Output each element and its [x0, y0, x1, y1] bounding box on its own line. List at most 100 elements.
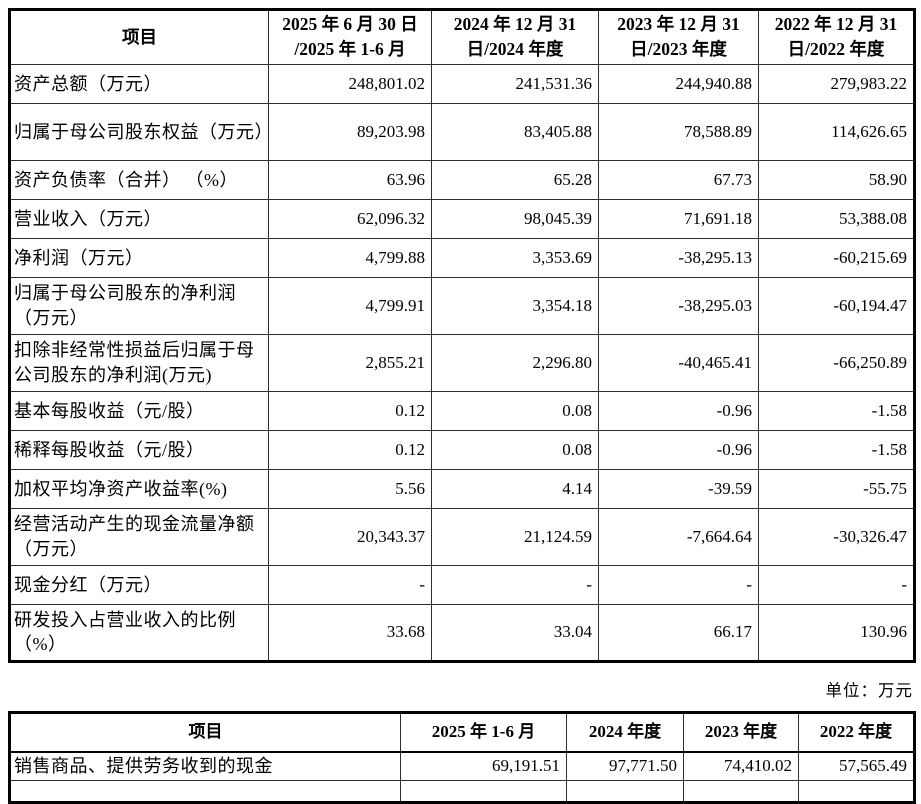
value-cell: 69,191.51	[400, 751, 567, 781]
value-cell: -60,215.69	[758, 237, 915, 278]
header-period-2023: 2023 年 12 月 31 日/2023 年度	[598, 9, 759, 65]
header-line: 2022 年度	[819, 721, 893, 741]
header-period-2022: 2022 年度	[798, 712, 915, 753]
value-cell: -1.58	[758, 390, 915, 431]
table-row: 加权平均净资产收益率(%) 5.56 4.14 -39.59 -55.75	[9, 468, 915, 509]
row-label-cell: 扣除非经常性损益后归属于母公司股东的净利润(万元)	[9, 333, 269, 392]
value-cell: 5.56	[268, 468, 432, 509]
table-row: 销售商品、提供劳务收到的现金 69,191.51 97,771.50 74,41…	[9, 751, 915, 781]
table-row: 营业收入（万元） 62,096.32 98,045.39 71,691.18 5…	[9, 198, 915, 239]
header-line: 日/2024 年度	[466, 39, 564, 60]
table-row: 归属于母公司股东权益（万元） 89,203.98 83,405.88 78,58…	[9, 102, 915, 161]
header-item: 项目	[9, 712, 401, 753]
row-label-cell: 稀释每股收益（元/股）	[9, 429, 269, 470]
table-row: 稀释每股收益（元/股） 0.12 0.08 -0.96 -1.58	[9, 429, 915, 470]
value-cell: -66,250.89	[758, 333, 915, 392]
value-cell: -	[598, 564, 759, 605]
value-cell: 97,771.50	[566, 751, 684, 781]
value-cell: -38,295.03	[598, 276, 759, 335]
value-cell: -	[431, 564, 599, 605]
header-period-2025: 2025 年 6 月 30 日 /2025 年 1-6 月	[268, 9, 432, 65]
value-cell: 130.96	[758, 603, 915, 662]
header-period-2023: 2023 年度	[683, 712, 799, 753]
value-cell: 0.08	[431, 429, 599, 470]
row-label-cell: 现金分红（万元）	[9, 564, 269, 605]
value-cell: 89,203.98	[268, 102, 432, 161]
table-row: 资产负债率（合并） （%） 63.96 65.28 67.73 58.90	[9, 159, 915, 200]
table-header-row: 项目 2025 年 1-6 月 2024 年度 2023 年度 2022 年度	[9, 712, 915, 753]
value-cell: -55.75	[758, 468, 915, 509]
row-label-cell: 资产总额（万元）	[9, 63, 269, 104]
table-row: 净利润（万元） 4,799.88 3,353.69 -38,295.13 -60…	[9, 237, 915, 278]
row-label-cell-empty	[9, 780, 401, 803]
row-label-cell: 净利润（万元）	[9, 237, 269, 278]
value-cell-empty	[566, 780, 684, 803]
value-cell: 0.12	[268, 429, 432, 470]
value-cell: 2,855.21	[268, 333, 432, 392]
row-label-cell: 研发投入占营业收入的比例（%）	[9, 603, 269, 662]
unit-label: 单位：万元	[825, 681, 913, 700]
value-cell-empty	[400, 780, 567, 803]
header-item-label: 项目	[122, 26, 157, 47]
cash-flow-table: 项目 2025 年 1-6 月 2024 年度 2023 年度 2022 年度 …	[8, 711, 916, 804]
value-cell: 58.90	[758, 159, 915, 200]
row-label-cell: 基本每股收益（元/股）	[9, 390, 269, 431]
header-line: 2023 年 12 月 31	[617, 14, 740, 34]
value-cell: 3,353.69	[431, 237, 599, 278]
value-cell: -	[268, 564, 432, 605]
value-cell: 63.96	[268, 159, 432, 200]
header-item-label: 项目	[188, 721, 223, 741]
row-label-cell: 营业收入（万元）	[9, 198, 269, 239]
value-cell: -7,664.64	[598, 507, 759, 566]
value-cell: 71,691.18	[598, 198, 759, 239]
header-period-2024: 2024 年度	[566, 712, 684, 753]
header-period-2022: 2022 年 12 月 31 日/2022 年度	[758, 9, 915, 65]
header-line: 2023 年度	[704, 721, 778, 741]
header-line: 2025 年 1-6 月	[431, 721, 536, 741]
header-line: 2022 年 12 月 31	[774, 14, 898, 34]
row-label-cell: 销售商品、提供劳务收到的现金	[9, 751, 401, 781]
table-row: 基本每股收益（元/股） 0.12 0.08 -0.96 -1.58	[9, 390, 915, 431]
value-cell: 66.17	[598, 603, 759, 662]
value-cell: -38,295.13	[598, 237, 759, 278]
value-cell: 21,124.59	[431, 507, 599, 566]
header-line: 日/2022 年度	[787, 39, 885, 60]
value-cell: -39.59	[598, 468, 759, 509]
value-cell: 98,045.39	[431, 198, 599, 239]
value-cell: -0.96	[598, 429, 759, 470]
value-cell: -60,194.47	[758, 276, 915, 335]
financial-indicators-table: 项目 2025 年 6 月 30 日 /2025 年 1-6 月 2024 年 …	[8, 8, 916, 663]
value-cell-empty	[798, 780, 915, 803]
value-cell: 20,343.37	[268, 507, 432, 566]
row-label-cell: 归属于母公司股东权益（万元）	[9, 102, 269, 161]
value-cell: 74,410.02	[683, 751, 799, 781]
value-cell: -40,465.41	[598, 333, 759, 392]
value-cell: 83,405.88	[431, 102, 599, 161]
row-label-cell: 资产负债率（合并） （%）	[9, 159, 269, 200]
value-cell: -30,326.47	[758, 507, 915, 566]
value-cell: 62,096.32	[268, 198, 432, 239]
row-label-cell: 经营活动产生的现金流量净额（万元）	[9, 507, 269, 566]
value-cell: 4.14	[431, 468, 599, 509]
value-cell: -0.96	[598, 390, 759, 431]
value-cell: 57,565.49	[798, 751, 915, 781]
table-row: 研发投入占营业收入的比例（%） 33.68 33.04 66.17 130.96	[9, 603, 915, 662]
value-cell: 3,354.18	[431, 276, 599, 335]
table-row: 现金分红（万元） - - - -	[9, 564, 915, 605]
value-cell: 33.68	[268, 603, 432, 662]
value-cell: 0.08	[431, 390, 599, 431]
header-line: 日/2023 年度	[630, 39, 727, 60]
table-row: 归属于母公司股东的净利润（万元） 4,799.91 3,354.18 -38,2…	[9, 276, 915, 335]
value-cell: 241,531.36	[431, 63, 599, 104]
row-label-cell: 加权平均净资产收益率(%)	[9, 468, 269, 509]
header-item: 项目	[9, 9, 269, 65]
header-line: 2025 年 6 月 30 日	[282, 14, 418, 34]
value-cell: -	[758, 564, 915, 605]
value-cell: 244,940.88	[598, 63, 759, 104]
value-cell: 0.12	[268, 390, 432, 431]
value-cell: 78,588.89	[598, 102, 759, 161]
value-cell: 2,296.80	[431, 333, 599, 392]
header-period-2025h1: 2025 年 1-6 月	[400, 712, 567, 753]
table-row: 扣除非经常性损益后归属于母公司股东的净利润(万元) 2,855.21 2,296…	[9, 333, 915, 392]
